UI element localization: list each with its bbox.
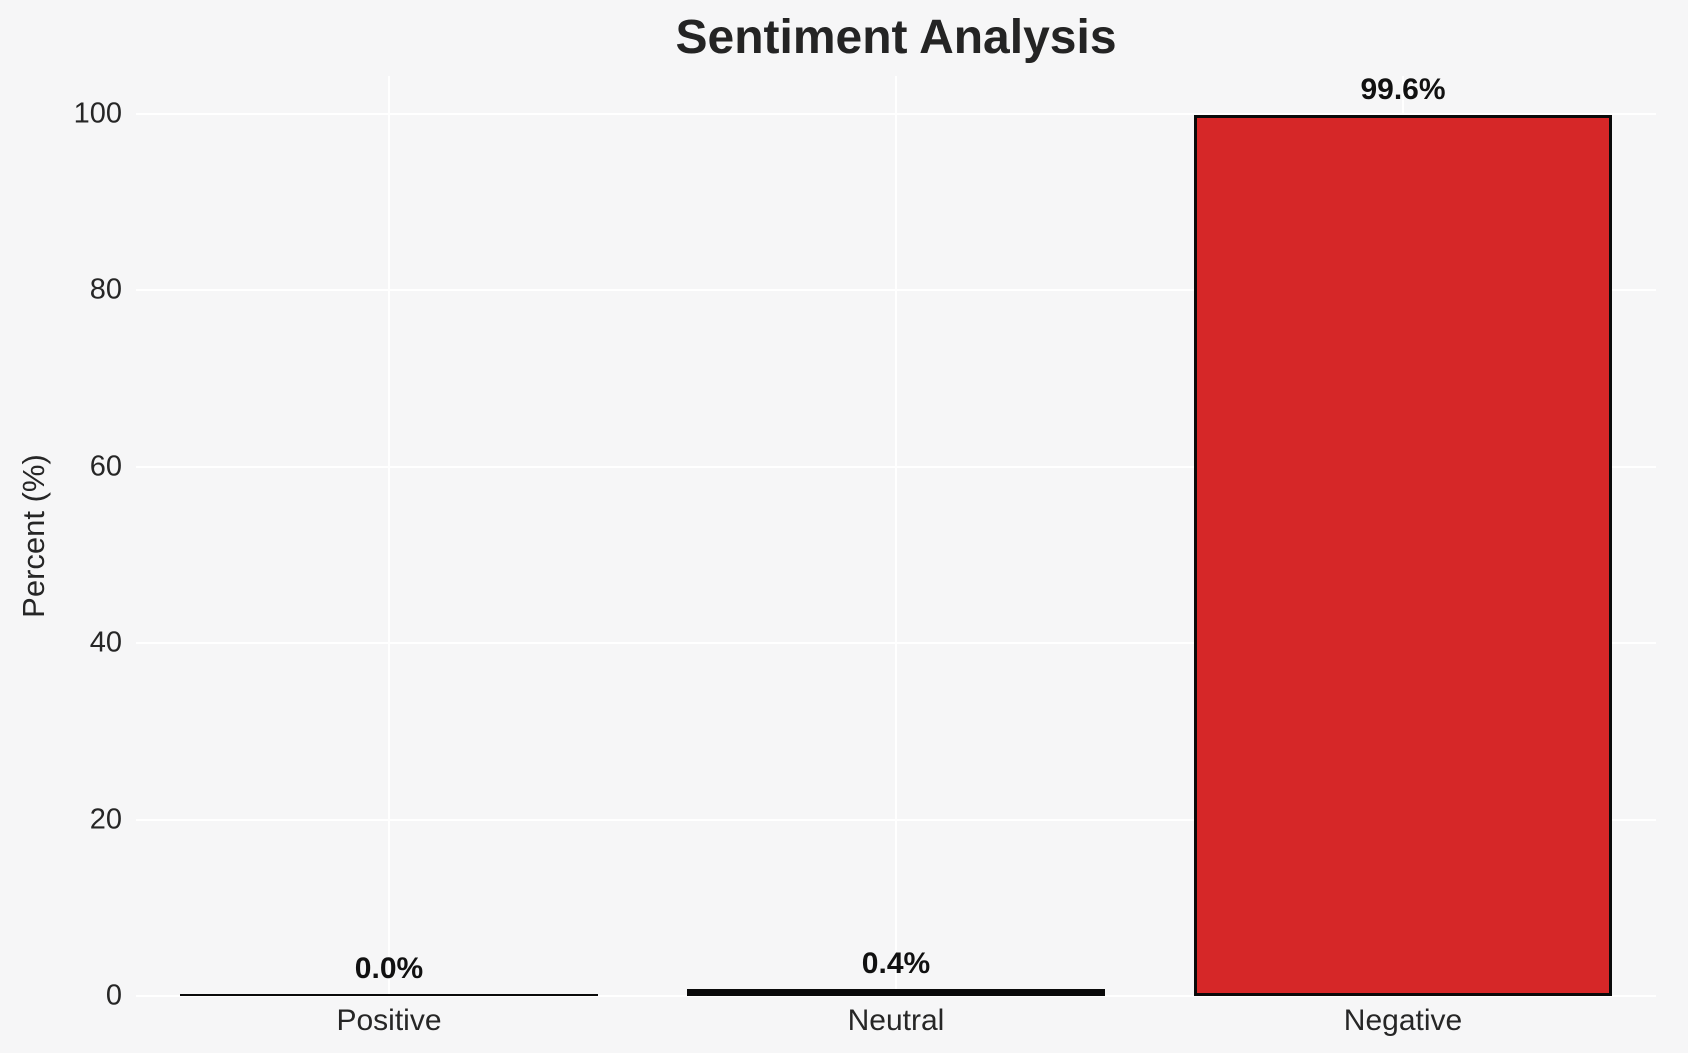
x-tick-label-negative: Negative [1343,1004,1463,1037]
x-tick-label-neutral: Neutral [847,1004,945,1037]
chart-title: Sentiment Analysis [675,11,1117,64]
bar-negative [1194,115,1612,996]
x-gridline [895,76,897,996]
y-tick-label: 80 [89,273,122,306]
y-tick-label: 40 [89,626,122,659]
bar-value-label-positive: 0.0% [354,952,424,985]
y-tick-label: 100 [73,97,122,130]
bar-positive [180,994,598,996]
x-tick-label-positive: Positive [336,1004,442,1037]
bar-value-label-neutral: 0.4% [861,947,931,980]
bar-neutral [687,989,1105,996]
y-tick-label: 0 [105,979,122,1012]
y-tick-label: 20 [89,803,122,836]
x-gridline [388,76,390,996]
y-axis-label: Percent (%) [16,454,51,618]
y-tick-label: 60 [89,450,122,483]
y-gridline [136,995,1656,997]
bar-value-label-negative: 99.6% [1360,73,1446,106]
